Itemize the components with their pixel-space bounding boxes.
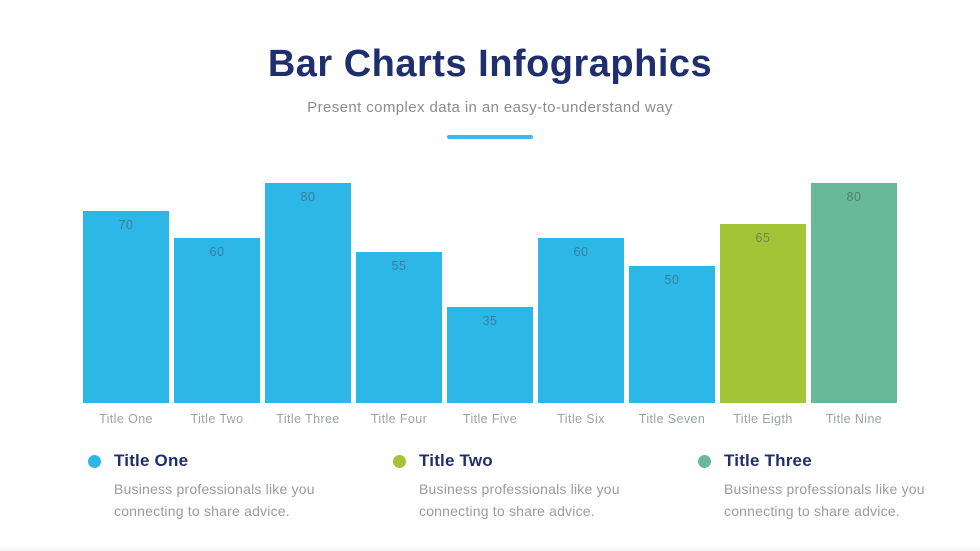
legend-dot-icon [698, 454, 711, 468]
bar-group: 55 [356, 128, 442, 403]
bar-group: 60 [174, 128, 260, 403]
bar-value-label: 70 [118, 217, 134, 232]
bar: 70 [83, 210, 169, 403]
bar: 80 [811, 183, 897, 403]
legend-description: Business professionals like you connecti… [419, 481, 620, 519]
bar-category-label: Title Three [276, 412, 340, 426]
bar-value-label: 60 [209, 245, 225, 259]
bar-category-label: Title Nine [825, 412, 883, 426]
bar-value-label: 55 [391, 258, 407, 273]
bar-category-label: Title One [99, 412, 153, 426]
bar-value-label: 80 [300, 190, 316, 204]
bar-chart-category-labels: Title One Title Two Title Three Title Four T… [83, 412, 897, 426]
bar: 60 [538, 238, 624, 403]
legend-description: Business professionals like you connecti… [724, 481, 925, 519]
bar-category-label: Title Seven [638, 412, 706, 426]
bar: 80 [265, 183, 351, 403]
bar-group: 80 [265, 128, 351, 403]
bar: 65 [720, 224, 806, 403]
legend-head: Title Two [393, 451, 633, 471]
bar: 50 [629, 265, 715, 403]
legend: Title One Business professionals like yo… [88, 451, 938, 522]
bar-group: 80 [811, 128, 897, 403]
slide-bottom-shadow [0, 545, 980, 551]
bar-value-label: 50 [664, 272, 680, 287]
legend-dot-icon [393, 454, 406, 468]
bar-value-label: 65 [755, 231, 771, 246]
page-subtitle: Present complex data in an easy-to-under… [307, 98, 673, 116]
legend-title: Title One [114, 451, 189, 470]
bar: 55 [356, 251, 442, 403]
accent-divider [447, 134, 533, 139]
page-title: Bar Charts Infographics [267, 43, 713, 85]
legend-item-one: Title One Business professionals like yo… [88, 451, 328, 522]
bar-category-label: Title Five [462, 412, 518, 426]
legend-title: Title Two [419, 451, 493, 470]
bar-group: 65 [720, 128, 806, 403]
legend-item-two: Title Two Business professionals like yo… [393, 451, 633, 522]
bar: 60 [174, 238, 260, 403]
bar-category-label: Title Six [557, 412, 605, 426]
bar-value-label: 35 [482, 313, 498, 328]
legend-item-three: Title Three Business professionals like … [698, 451, 938, 522]
legend-head: Title One [88, 451, 328, 471]
bar-chart: 70 60 80 55 35 60 50 65 80 Title One Title Two Tit… [83, 128, 897, 426]
bar-group: 35 [447, 128, 533, 403]
legend-dot-icon [88, 454, 101, 468]
bar-group: 50 [629, 128, 715, 403]
legend-title: Title Three [724, 451, 812, 470]
header: Bar Charts Infographics Present complex … [0, 43, 980, 139]
legend-head: Title Three [698, 451, 938, 471]
bar-value-label: 60 [573, 245, 589, 259]
bar-category-label: Title Four [370, 412, 428, 426]
bar-group: 60 [538, 128, 624, 403]
bar: 35 [447, 306, 533, 403]
legend-description: Business professionals like you connecti… [114, 481, 315, 519]
bar-value-label: 80 [846, 190, 862, 204]
bar-chart-plot: 70 60 80 55 35 60 50 65 80 [83, 128, 897, 403]
bar-category-label: Title Two [190, 412, 244, 426]
bar-group: 70 [83, 128, 169, 403]
bar-category-label: Title Eigth [733, 412, 793, 426]
